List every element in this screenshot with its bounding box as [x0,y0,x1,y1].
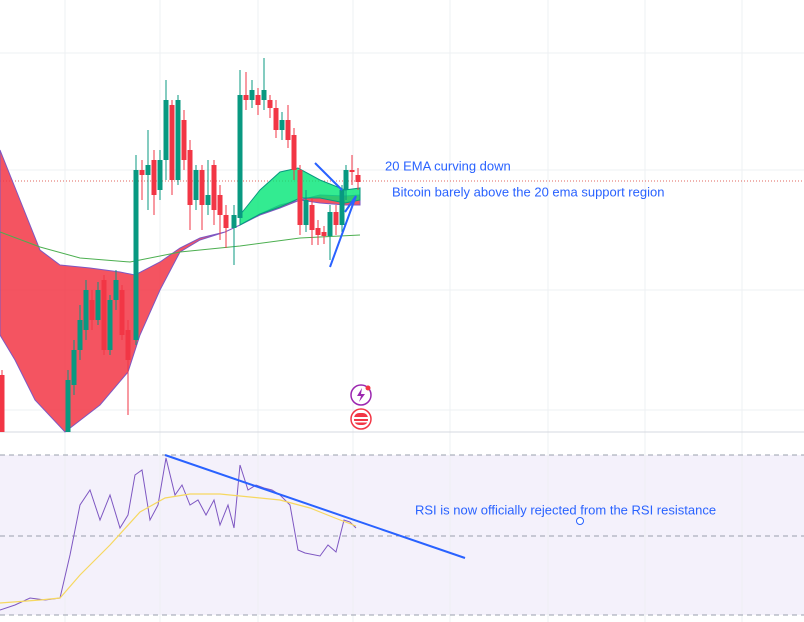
candle-body [187,150,193,205]
candle-body [243,95,249,100]
candles [0,58,361,432]
candle-body [249,90,255,100]
candle-body [151,160,157,195]
candle-body [193,170,199,200]
candle-body [273,108,279,130]
flag-stripe [354,421,368,423]
candle-body [83,290,89,330]
candle-body [145,165,151,175]
candle-body [297,170,303,225]
candle-body [205,195,211,205]
flag-stripe [354,417,368,419]
trend-line [329,195,357,268]
candle-body [175,100,181,180]
candle-body [133,170,139,340]
candle-body [113,280,119,300]
candle-body [181,120,187,160]
candle-body [291,135,297,170]
candle-body [217,195,223,215]
candle-body [71,350,77,385]
candle-body [211,165,217,210]
candle-body [315,228,321,235]
candle-body [321,232,327,236]
candle-body [157,160,163,190]
trend-line [314,162,343,191]
candle-body [65,380,71,432]
ema-long [0,231,361,263]
candle-body [199,170,205,205]
anchor-point [576,517,584,525]
candle-body [349,170,355,172]
candle-body [163,100,169,160]
notification-dot [365,385,371,391]
candle-body [355,175,361,182]
candle-body [279,120,285,130]
candle-body [339,190,345,225]
candle-body [119,290,125,335]
candle-body [309,205,315,230]
candle-body [223,215,229,228]
rsi-line [0,457,357,611]
lightning-glyph [357,388,365,402]
candle-body [125,330,131,360]
candle-body [169,105,175,180]
candle-body [0,375,5,432]
rsi-trend-line [164,454,466,559]
candle-body [327,212,333,236]
candle-body [89,300,95,320]
candle-body [231,215,237,228]
annotation: RSI is now officially rejected from the … [415,502,716,517]
candle-body [343,170,349,190]
candle-body [261,90,267,100]
candle-body [285,120,291,140]
candle-body [237,95,243,218]
candle-body [107,300,113,350]
candle-body [255,95,261,105]
annotation: Bitcoin barely above the 20 ema support … [392,184,664,199]
candle-body [267,100,273,108]
candle-body [333,212,339,225]
candle-body [95,290,101,320]
candle-body [77,320,83,350]
candle-body [303,200,309,225]
annotation: 20 EMA curving down [385,158,511,173]
candle-body [101,280,107,350]
rsi-ma [0,493,357,604]
rsi-band [0,455,804,615]
candle-body [139,170,145,175]
